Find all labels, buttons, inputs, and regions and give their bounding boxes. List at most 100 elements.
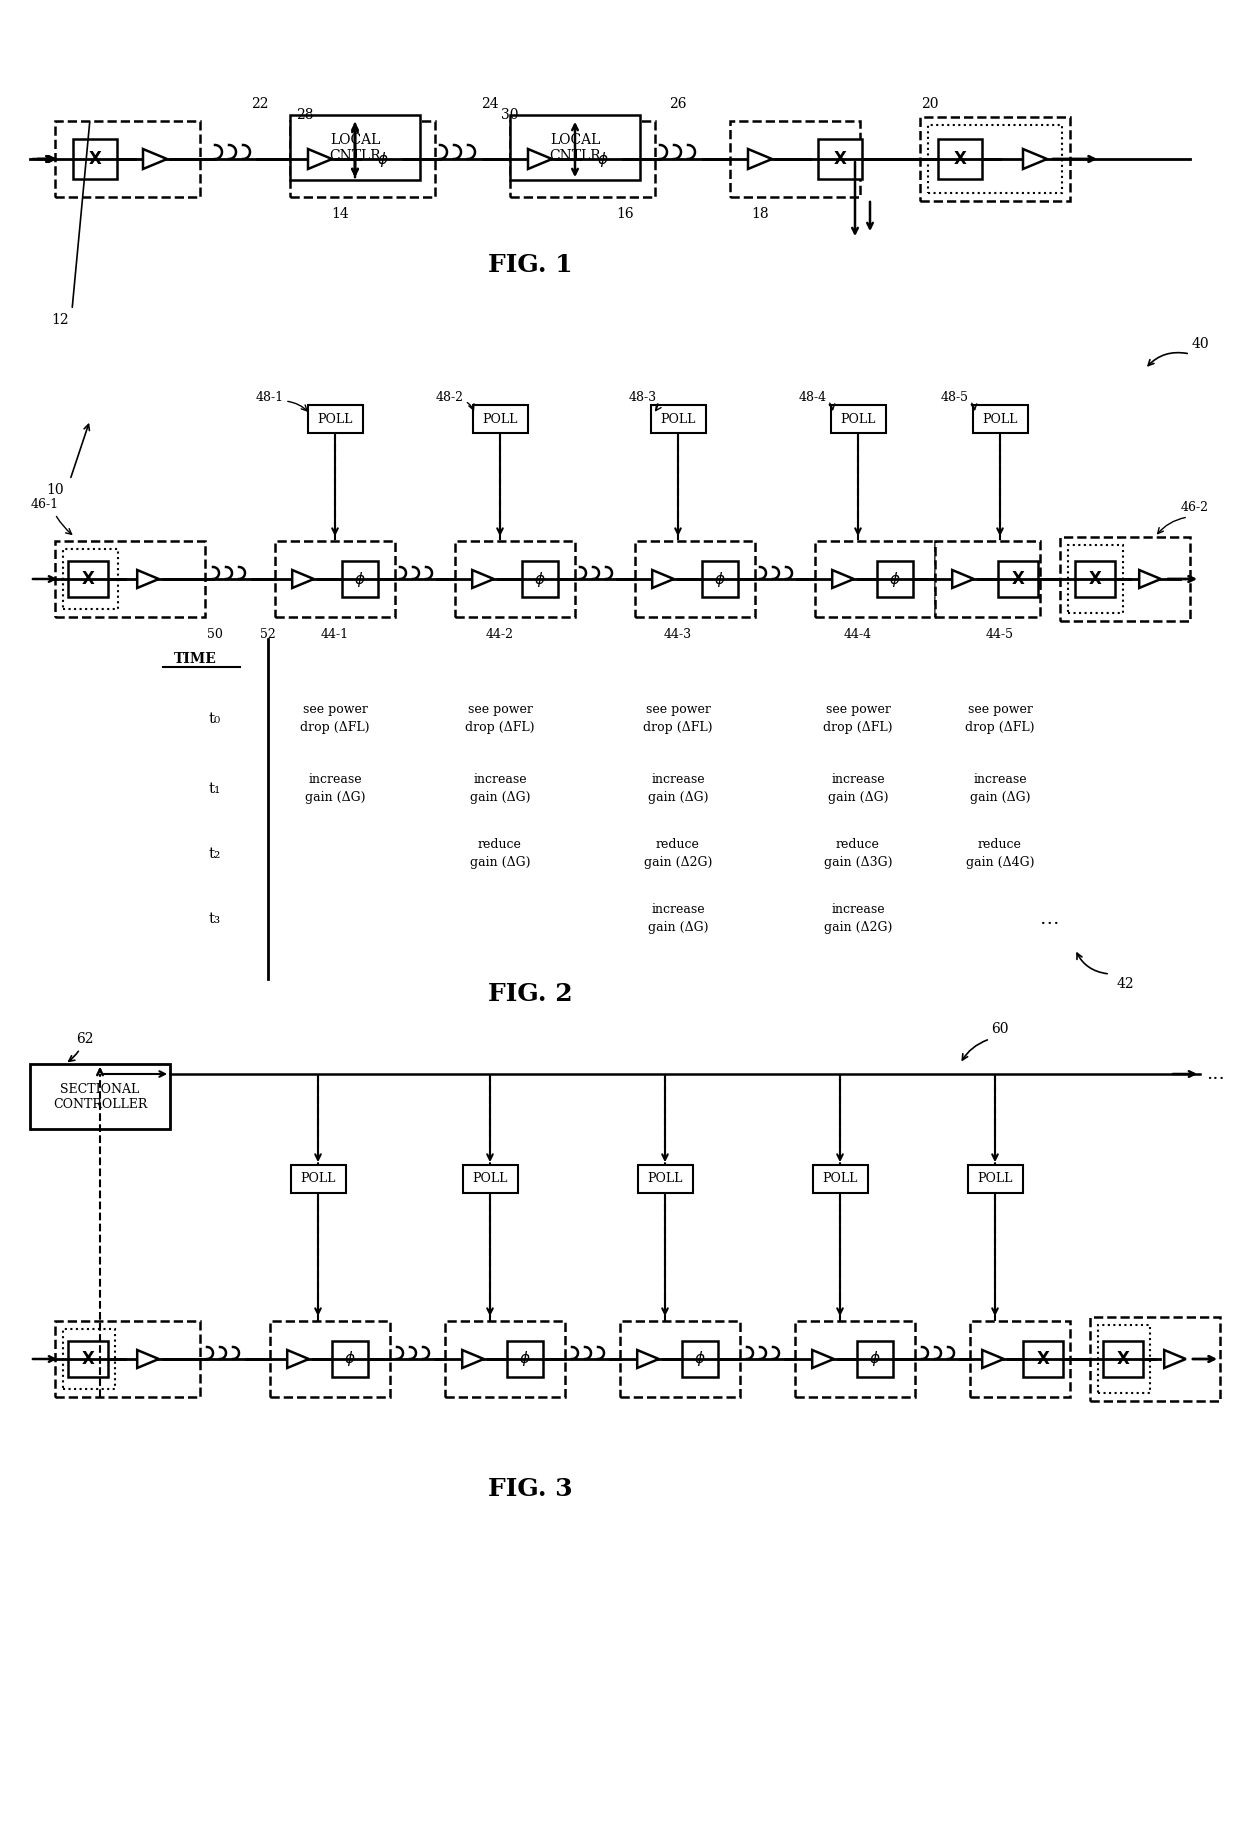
FancyBboxPatch shape xyxy=(818,140,862,178)
Text: 18: 18 xyxy=(751,208,769,221)
FancyBboxPatch shape xyxy=(651,405,706,432)
Text: drop (ΔFL): drop (ΔFL) xyxy=(965,721,1034,734)
Text: $\phi$: $\phi$ xyxy=(520,1350,531,1368)
Text: 28: 28 xyxy=(296,109,314,121)
Text: increase: increase xyxy=(651,772,704,785)
Text: 10: 10 xyxy=(46,484,63,497)
Text: $\phi$: $\phi$ xyxy=(694,1350,706,1368)
Text: drop (ΔFL): drop (ΔFL) xyxy=(823,721,893,734)
FancyBboxPatch shape xyxy=(68,561,108,598)
Text: increase: increase xyxy=(831,772,885,785)
FancyBboxPatch shape xyxy=(30,1065,170,1129)
FancyBboxPatch shape xyxy=(635,541,755,618)
FancyBboxPatch shape xyxy=(815,541,935,618)
FancyBboxPatch shape xyxy=(968,1164,1023,1194)
FancyBboxPatch shape xyxy=(928,125,1061,193)
Text: POLL: POLL xyxy=(300,1173,336,1186)
FancyBboxPatch shape xyxy=(55,121,200,197)
Text: X: X xyxy=(82,1350,94,1368)
Text: reduce: reduce xyxy=(479,837,522,850)
Text: X: X xyxy=(833,151,847,167)
FancyBboxPatch shape xyxy=(920,118,1070,200)
Text: 52: 52 xyxy=(260,627,275,640)
FancyBboxPatch shape xyxy=(1023,1341,1063,1377)
Text: X: X xyxy=(88,151,102,167)
Text: 44-4: 44-4 xyxy=(844,627,872,640)
FancyBboxPatch shape xyxy=(831,405,887,432)
Text: gain (ΔG): gain (ΔG) xyxy=(470,855,531,868)
FancyBboxPatch shape xyxy=(1060,537,1190,622)
Text: ...: ... xyxy=(1205,1065,1224,1083)
Text: 40: 40 xyxy=(1192,337,1209,351)
Text: see power: see power xyxy=(646,702,711,715)
Text: reduce: reduce xyxy=(836,837,880,850)
FancyBboxPatch shape xyxy=(510,116,640,180)
FancyBboxPatch shape xyxy=(342,561,378,598)
Text: FIG. 2: FIG. 2 xyxy=(487,982,573,1006)
Text: LOCAL
CNTLR: LOCAL CNTLR xyxy=(549,132,601,164)
Text: 50: 50 xyxy=(207,627,223,640)
Polygon shape xyxy=(463,1350,484,1368)
Polygon shape xyxy=(138,570,159,588)
FancyBboxPatch shape xyxy=(1068,544,1123,612)
Text: gain (ΔG): gain (ΔG) xyxy=(647,921,708,934)
Text: gain (ΔG): gain (ΔG) xyxy=(470,791,531,804)
Text: 24: 24 xyxy=(481,97,498,110)
FancyBboxPatch shape xyxy=(507,1341,543,1377)
Text: POLL: POLL xyxy=(317,412,352,425)
Text: …: … xyxy=(1040,910,1060,929)
FancyBboxPatch shape xyxy=(68,1341,108,1377)
FancyBboxPatch shape xyxy=(973,405,1028,432)
Text: increase: increase xyxy=(474,772,527,785)
FancyBboxPatch shape xyxy=(55,541,205,618)
FancyBboxPatch shape xyxy=(63,550,118,609)
FancyBboxPatch shape xyxy=(998,561,1038,598)
Text: FIG. 1: FIG. 1 xyxy=(487,254,573,278)
Text: 14: 14 xyxy=(331,208,348,221)
Text: gain (Δ4G): gain (Δ4G) xyxy=(966,855,1034,868)
Text: gain (Δ3G): gain (Δ3G) xyxy=(823,855,893,868)
Polygon shape xyxy=(143,149,167,169)
Text: $\phi$: $\phi$ xyxy=(714,570,725,588)
FancyBboxPatch shape xyxy=(970,1320,1070,1398)
Text: FIG. 3: FIG. 3 xyxy=(487,1477,573,1501)
Polygon shape xyxy=(528,149,552,169)
FancyBboxPatch shape xyxy=(937,140,982,178)
FancyBboxPatch shape xyxy=(63,1330,115,1388)
FancyBboxPatch shape xyxy=(795,1320,915,1398)
Text: POLL: POLL xyxy=(841,412,875,425)
FancyBboxPatch shape xyxy=(463,1164,518,1194)
Text: 30: 30 xyxy=(501,109,518,121)
Text: POLL: POLL xyxy=(982,412,1018,425)
Text: X: X xyxy=(82,570,94,588)
Polygon shape xyxy=(652,570,673,588)
Polygon shape xyxy=(308,149,332,169)
Polygon shape xyxy=(832,570,854,588)
FancyBboxPatch shape xyxy=(55,1320,200,1398)
Polygon shape xyxy=(952,570,973,588)
Text: 20: 20 xyxy=(921,97,939,110)
Polygon shape xyxy=(138,1350,159,1368)
Text: 46-2: 46-2 xyxy=(1180,500,1209,513)
Polygon shape xyxy=(637,1350,658,1368)
Text: POLL: POLL xyxy=(822,1173,858,1186)
FancyBboxPatch shape xyxy=(1090,1317,1220,1401)
FancyBboxPatch shape xyxy=(290,116,420,180)
Text: X: X xyxy=(1089,570,1101,588)
Text: $\phi$: $\phi$ xyxy=(345,1350,356,1368)
FancyBboxPatch shape xyxy=(682,1341,718,1377)
Polygon shape xyxy=(1140,570,1161,588)
Text: X: X xyxy=(1012,570,1024,588)
Text: gain (ΔG): gain (ΔG) xyxy=(828,791,888,804)
Polygon shape xyxy=(293,570,314,588)
FancyBboxPatch shape xyxy=(730,121,861,197)
Text: see power: see power xyxy=(826,702,890,715)
Text: 48-4: 48-4 xyxy=(799,390,827,403)
Text: 16: 16 xyxy=(616,208,634,221)
Text: 48-1: 48-1 xyxy=(255,390,284,403)
Text: increase: increase xyxy=(309,772,362,785)
Text: t₂: t₂ xyxy=(208,848,221,861)
FancyBboxPatch shape xyxy=(702,561,738,598)
Text: 42: 42 xyxy=(1116,977,1133,991)
Polygon shape xyxy=(1164,1350,1185,1368)
